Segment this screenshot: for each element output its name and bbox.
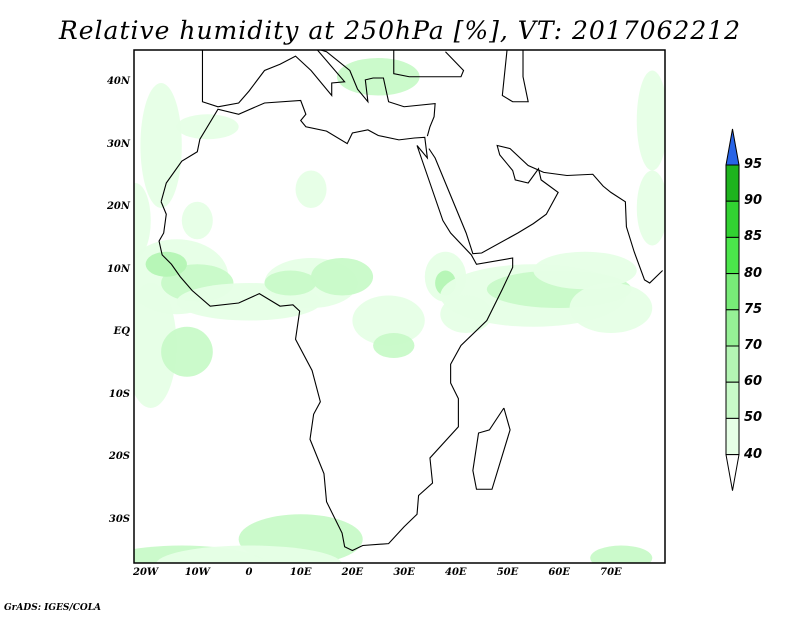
humidity-patch bbox=[181, 201, 213, 240]
coastline bbox=[158, 99, 514, 552]
colorbar bbox=[725, 128, 740, 491]
colorbar-under-arrow bbox=[725, 454, 740, 491]
coastline bbox=[393, 50, 465, 78]
colorbar-label: 85 bbox=[744, 229, 763, 245]
humidity-patch bbox=[134, 283, 177, 408]
humidity-patch bbox=[156, 545, 342, 563]
map-frame bbox=[133, 49, 666, 564]
humidity-shading bbox=[134, 58, 665, 563]
colorbar-label: 75 bbox=[744, 301, 763, 317]
humidity-patch bbox=[352, 295, 425, 346]
colorbar-label: 50 bbox=[744, 410, 763, 426]
colorbar-over-arrow bbox=[725, 128, 740, 166]
colorbar-label: 80 bbox=[744, 265, 763, 281]
coastline bbox=[428, 144, 663, 284]
colorbar-swatch bbox=[725, 164, 740, 202]
lat-label: 30N bbox=[106, 138, 130, 150]
humidity-patch bbox=[264, 270, 317, 296]
lon-label: 30E bbox=[393, 567, 415, 578]
map-title: Relative humidity at 250hPa [%], VT: 201… bbox=[58, 16, 742, 45]
colorbar-swatch bbox=[725, 273, 740, 311]
lon-label: 20E bbox=[341, 567, 364, 578]
colorbar-swatch bbox=[725, 200, 740, 238]
humidity-patch bbox=[311, 258, 374, 296]
lat-label: 20N bbox=[106, 201, 130, 212]
lon-label: 20W bbox=[133, 567, 159, 578]
humidity-patch bbox=[533, 251, 637, 290]
humidity-patch bbox=[440, 295, 492, 333]
lat-label: 10N bbox=[106, 263, 130, 275]
humidity-patch bbox=[636, 170, 665, 246]
humidity-patch bbox=[569, 283, 653, 333]
humidity-patch bbox=[140, 83, 182, 208]
colorbar-label: 90 bbox=[744, 193, 763, 209]
coastlines bbox=[158, 50, 663, 552]
lon-label: 50E bbox=[496, 567, 519, 578]
lon-label: 0 bbox=[245, 567, 253, 578]
lat-label: 10S bbox=[108, 388, 130, 400]
colorbar-swatch bbox=[725, 345, 740, 383]
humidity-patch bbox=[590, 545, 653, 563]
coastline bbox=[472, 407, 511, 490]
humidity-patch bbox=[636, 70, 665, 171]
humidity-patch bbox=[295, 170, 327, 208]
humidity-patch bbox=[336, 58, 420, 96]
humidity-patch bbox=[134, 183, 151, 258]
humidity-patch bbox=[145, 251, 187, 277]
coastline bbox=[501, 50, 529, 103]
colorbar-label: 95 bbox=[744, 157, 763, 172]
colorbar-swatch bbox=[725, 236, 740, 275]
lon-label: 10E bbox=[289, 567, 312, 578]
lon-label: 70E bbox=[600, 567, 622, 578]
lon-label: 10W bbox=[184, 567, 210, 578]
lon-label: 60E bbox=[548, 567, 570, 578]
lat-label: 40N bbox=[106, 76, 130, 87]
colorbar-label: 60 bbox=[744, 374, 763, 390]
colorbar-label: 40 bbox=[744, 446, 763, 462]
grads-credit: GrADS: IGES/COLA bbox=[4, 603, 102, 613]
lat-label: 20S bbox=[108, 451, 130, 462]
lat-label: EQ bbox=[113, 326, 130, 337]
colorbar-swatch bbox=[725, 309, 740, 347]
humidity-patch bbox=[373, 333, 415, 358]
lon-label: 40E bbox=[445, 567, 467, 578]
humidity-patch bbox=[161, 326, 213, 377]
colorbar-label: 70 bbox=[744, 338, 763, 353]
colorbar-swatch bbox=[725, 381, 740, 419]
coastline bbox=[201, 50, 436, 137]
colorbar-swatch bbox=[725, 417, 740, 456]
lat-label: 30S bbox=[108, 513, 130, 525]
